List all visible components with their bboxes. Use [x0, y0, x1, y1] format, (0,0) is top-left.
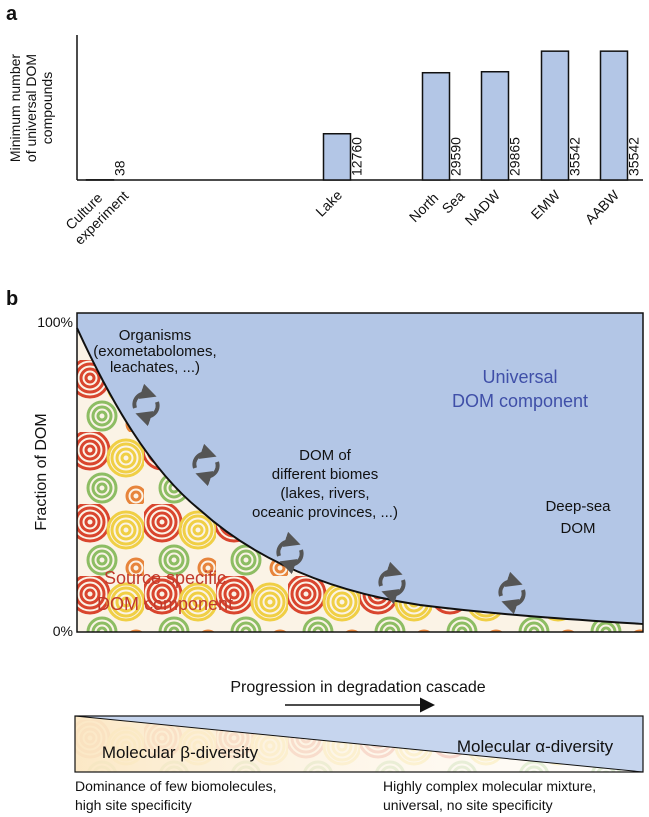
y-bottom-label: 0% [53, 623, 73, 639]
value-label: 29590 [448, 137, 464, 176]
biomes-label: different biomes [272, 466, 378, 483]
panel-label: a [6, 3, 18, 25]
beta-label: Molecular β-diversity [102, 743, 259, 762]
y-top-label: 100% [37, 314, 73, 330]
right-note: universal, no site specificity [383, 797, 553, 813]
x-axis-label: Progression in degradation cascade [230, 679, 485, 696]
bar [324, 134, 351, 180]
bar [423, 73, 450, 180]
y-axis-label: of universal DOM [23, 54, 39, 162]
right-note: Highly complex molecular mixture, [383, 778, 596, 794]
biomes-label: (lakes, rivers, [280, 485, 369, 502]
organisms-label: leachates, ...) [110, 359, 200, 376]
figure: a b 100% 0% Fraction of DOM Progression … [0, 0, 649, 817]
universal-label: Universal [482, 367, 557, 387]
source-label: DOM component [97, 594, 233, 614]
source-label: Source specific [104, 568, 226, 588]
value-label: 35542 [567, 137, 583, 176]
y-axis-label: Minimum number [7, 54, 23, 162]
bar [482, 72, 509, 180]
biomes-label: DOM of [299, 447, 352, 464]
x-tick-label: Culture experiment [59, 175, 131, 247]
organisms-label: Organisms [119, 327, 192, 344]
x-tick-label: North Sea [406, 175, 468, 237]
deep-sea-label: DOM [561, 520, 596, 537]
left-note: Dominance of few biomolecules, [75, 778, 277, 794]
left-note: high site specificity [75, 797, 192, 813]
bar [542, 51, 569, 180]
panel-label: b [6, 288, 18, 310]
alpha-label: Molecular α-diversity [457, 737, 614, 756]
value-label: 12760 [349, 137, 365, 176]
x-tick-label: EMW [528, 186, 564, 222]
value-label: 35542 [626, 137, 642, 176]
universal-label: DOM component [452, 391, 588, 411]
bar [601, 51, 628, 180]
organisms-label: (exometabolomes, [93, 343, 216, 360]
x-tick-label: NADW [462, 186, 504, 228]
y-axis-label: Fraction of DOM [33, 413, 50, 530]
biomes-label: oceanic provinces, ...) [252, 504, 398, 521]
value-label: 38 [112, 160, 128, 176]
x-tick-label: AABW [582, 186, 623, 227]
y-axis-label: compounds [39, 72, 55, 144]
deep-sea-label: Deep-sea [545, 498, 611, 515]
value-label: 29865 [507, 137, 523, 176]
x-tick-label: Lake [312, 187, 345, 220]
